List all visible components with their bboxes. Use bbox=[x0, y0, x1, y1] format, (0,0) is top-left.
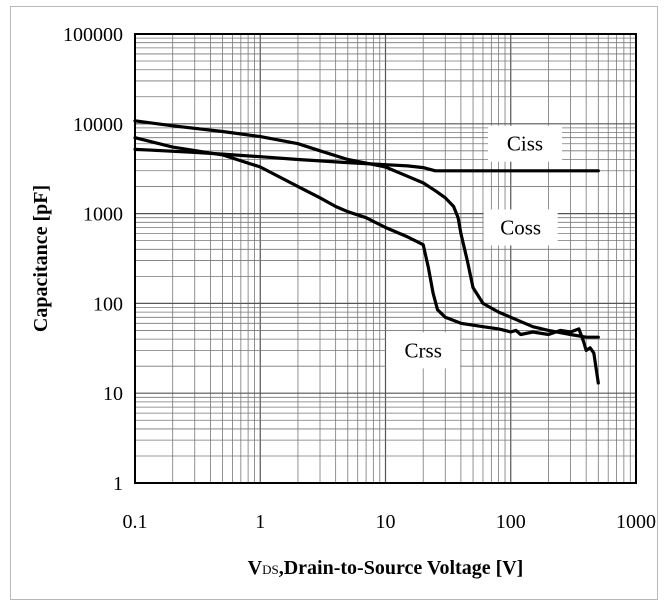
y-tick-label: 100 bbox=[93, 293, 123, 315]
y-axis-label: Capacitance [pF] bbox=[30, 185, 52, 332]
y-tick-label: 10000 bbox=[73, 114, 123, 136]
y-tick-label: 100000 bbox=[63, 24, 123, 46]
x-axis-label-prefix: V bbox=[248, 557, 263, 579]
label-layer: Ciss Coss Crss bbox=[386, 125, 563, 369]
x-tick-label: 100 bbox=[496, 511, 526, 533]
y-tick-label: 1000 bbox=[83, 204, 123, 226]
series-layer bbox=[133, 119, 600, 385]
x-tick-label: 0.1 bbox=[123, 511, 148, 533]
series-label-box-crss bbox=[386, 332, 461, 369]
series-label-box-ciss bbox=[488, 125, 563, 162]
series-label-box-coss bbox=[483, 209, 558, 246]
plot-border bbox=[134, 33, 637, 484]
series-label-crss: Crss bbox=[405, 338, 442, 362]
series-line-coss bbox=[133, 119, 600, 339]
grid bbox=[134, 34, 636, 484]
y-tick-labels: 1 10 100 1000 10000 100000 bbox=[63, 24, 123, 495]
series-label-ciss: Ciss bbox=[507, 132, 543, 156]
x-axis-label-subscript: DS bbox=[262, 562, 279, 577]
series-line-crss bbox=[133, 136, 600, 385]
series-line-ciss bbox=[133, 147, 600, 173]
x-axis-label-rest: ,Drain-to-Source Voltage [V] bbox=[279, 557, 524, 579]
x-tick-label: 1 bbox=[255, 511, 265, 533]
x-axis-label: VDS,Drain-to-Source Voltage [V] bbox=[248, 557, 524, 579]
x-tick-label: 1000 bbox=[616, 511, 656, 533]
y-tick-label: 10 bbox=[103, 383, 123, 405]
y-tick-label: 1 bbox=[113, 473, 123, 495]
x-tick-labels: 0.1 1 10 100 1000 bbox=[123, 511, 657, 533]
series-label-coss: Coss bbox=[500, 216, 541, 240]
x-tick-label: 10 bbox=[376, 511, 396, 533]
